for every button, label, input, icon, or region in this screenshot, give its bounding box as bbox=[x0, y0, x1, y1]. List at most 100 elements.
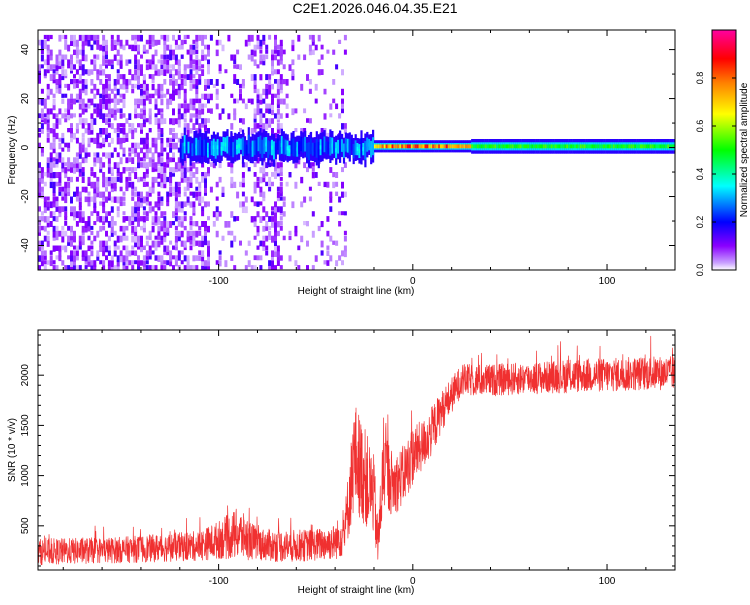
heatmap-cell bbox=[166, 34, 170, 42]
heatmap-cell bbox=[329, 144, 332, 149]
heatmap-cell bbox=[157, 206, 161, 211]
colorbar-gradient bbox=[711, 29, 737, 271]
heatmap-cell bbox=[294, 128, 298, 133]
heatmap-cell bbox=[204, 235, 207, 242]
heatmap-cell bbox=[379, 144, 382, 149]
heatmap-cell bbox=[529, 144, 532, 149]
heatmap-cell bbox=[96, 176, 100, 182]
heatmap-cell bbox=[119, 83, 123, 90]
heatmap-cell bbox=[116, 79, 120, 85]
heatmap-cell bbox=[84, 79, 88, 85]
heatmap-cell bbox=[93, 186, 97, 194]
heatmap-cell bbox=[163, 162, 167, 168]
heatmap-cell bbox=[70, 225, 73, 233]
heatmap-cell bbox=[647, 144, 650, 149]
heatmap-cell bbox=[198, 103, 202, 110]
heatmap-cell bbox=[137, 206, 140, 211]
heatmap-cell bbox=[151, 225, 155, 233]
heatmap-cell bbox=[163, 59, 167, 65]
heatmap-cell bbox=[40, 64, 44, 69]
heatmap-cell bbox=[75, 137, 79, 144]
heatmap-cell bbox=[122, 211, 126, 216]
heatmap-cell bbox=[52, 137, 56, 143]
heatmap-cell bbox=[67, 176, 71, 182]
heatmap-cell bbox=[332, 49, 336, 55]
heatmap-cell bbox=[113, 221, 117, 226]
heatmap-cell bbox=[192, 240, 196, 247]
heatmap-cell bbox=[307, 149, 311, 154]
heatmap-cell bbox=[230, 211, 234, 218]
heatmap-cell bbox=[241, 79, 245, 86]
heatmap-cell bbox=[160, 142, 164, 150]
heatmap-cell bbox=[148, 74, 152, 79]
heatmap-cell bbox=[177, 191, 181, 198]
heatmap-cell bbox=[137, 245, 140, 250]
heatmap-cell bbox=[157, 196, 161, 204]
heatmap-cell bbox=[381, 144, 384, 149]
heatmap-cell bbox=[96, 108, 100, 114]
heatmap-cell bbox=[102, 250, 106, 257]
heatmap-cell bbox=[70, 211, 73, 217]
heatmap-cell bbox=[556, 144, 559, 149]
heatmap-cell bbox=[201, 146, 204, 151]
heatmap-cell bbox=[265, 74, 269, 81]
heatmap-cell bbox=[279, 221, 283, 226]
heatmap-cell bbox=[207, 260, 210, 267]
heatmap-cell bbox=[64, 69, 68, 76]
heatmap-cell bbox=[140, 235, 143, 242]
heatmap-cell bbox=[329, 196, 333, 203]
heatmap-cell bbox=[137, 74, 140, 80]
heatmap-cell bbox=[195, 255, 199, 261]
heatmap-cell bbox=[102, 260, 106, 266]
heatmap-cell bbox=[116, 235, 120, 243]
heatmap-cell bbox=[174, 69, 178, 76]
heatmap-cell bbox=[128, 157, 132, 163]
heatmap-cell bbox=[87, 34, 91, 40]
heatmap-cell bbox=[81, 211, 85, 218]
heatmap-cell bbox=[105, 270, 108, 275]
heatmap-cell bbox=[70, 162, 73, 168]
heatmap-cell bbox=[52, 216, 56, 222]
heatmap-cell bbox=[195, 144, 198, 149]
heatmap-cell bbox=[131, 142, 135, 148]
heatmap-cell bbox=[166, 59, 170, 65]
heatmap-cell bbox=[40, 128, 44, 134]
heatmap-cell bbox=[236, 191, 240, 199]
heatmap-cell bbox=[46, 69, 50, 74]
heatmap-cell bbox=[81, 216, 85, 223]
heatmap-cell bbox=[107, 132, 111, 138]
heatmap-cell bbox=[244, 206, 248, 214]
heatmap-cell bbox=[320, 69, 324, 75]
chart-title: C2E1.2026.046.04.35.E21 bbox=[292, 0, 457, 16]
heatmap-cell bbox=[332, 98, 336, 104]
heatmap-cell bbox=[160, 260, 164, 265]
heatmap-cell bbox=[163, 79, 167, 85]
heatmap-cell bbox=[128, 123, 132, 128]
heatmap-cell bbox=[224, 260, 228, 268]
heatmap-cell bbox=[204, 79, 207, 85]
heatmap-cell bbox=[183, 167, 187, 174]
heatmap-cell bbox=[389, 144, 392, 149]
heatmap-cell bbox=[131, 235, 135, 243]
heatmap-cell bbox=[183, 176, 187, 183]
heatmap-cell bbox=[73, 83, 76, 89]
heatmap-cell bbox=[192, 206, 196, 214]
heatmap-cell bbox=[46, 113, 50, 120]
heatmap-cell bbox=[418, 144, 421, 149]
heatmap-cell bbox=[52, 186, 56, 194]
heatmap-cell bbox=[55, 230, 59, 238]
heatmap-cell bbox=[166, 260, 170, 266]
heatmap-cell bbox=[204, 240, 207, 246]
heatmap-cell bbox=[46, 196, 50, 201]
heatmap-cell bbox=[166, 44, 170, 51]
heatmap-cell bbox=[311, 230, 315, 238]
heatmap-cell bbox=[274, 162, 277, 169]
heatmap-cell bbox=[137, 98, 140, 104]
heatmap-cell bbox=[274, 157, 277, 162]
heatmap-cell bbox=[276, 186, 280, 192]
heatmap-cell bbox=[624, 144, 627, 149]
heatmap-cell bbox=[157, 221, 161, 226]
heatmap-cell bbox=[40, 147, 44, 153]
heatmap-cell bbox=[160, 118, 164, 125]
heatmap-cell bbox=[180, 83, 184, 91]
